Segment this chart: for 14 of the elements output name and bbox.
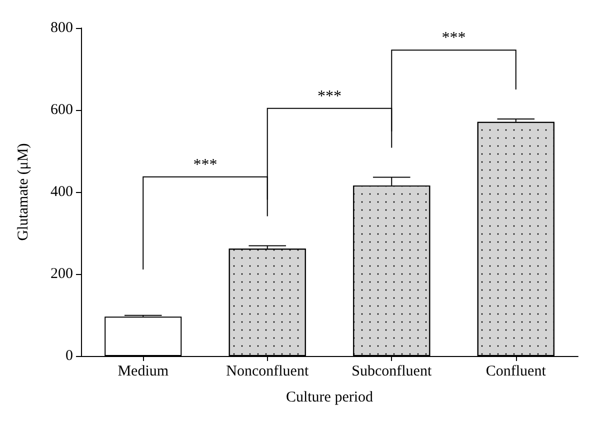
- x-tick-label: Nonconfluent: [226, 364, 310, 380]
- y-tick-label: 0: [66, 348, 73, 364]
- y-tick-label: 400: [50, 184, 73, 200]
- y-tick-label: 200: [50, 266, 73, 282]
- y-axis-title: Glutamate (μM): [16, 143, 32, 241]
- y-tick-label: 600: [50, 102, 73, 118]
- x-tick-label: Medium: [118, 364, 169, 380]
- annotation: ***: [193, 156, 218, 174]
- x-tick-label: Subconfluent: [352, 364, 432, 380]
- annotation: ***: [318, 88, 342, 105]
- x-tick-label: Confluent: [486, 364, 547, 380]
- y-tick-label: 800: [50, 20, 73, 36]
- x-axis-title: Culture period: [286, 390, 374, 406]
- annotation: ***: [442, 30, 466, 47]
